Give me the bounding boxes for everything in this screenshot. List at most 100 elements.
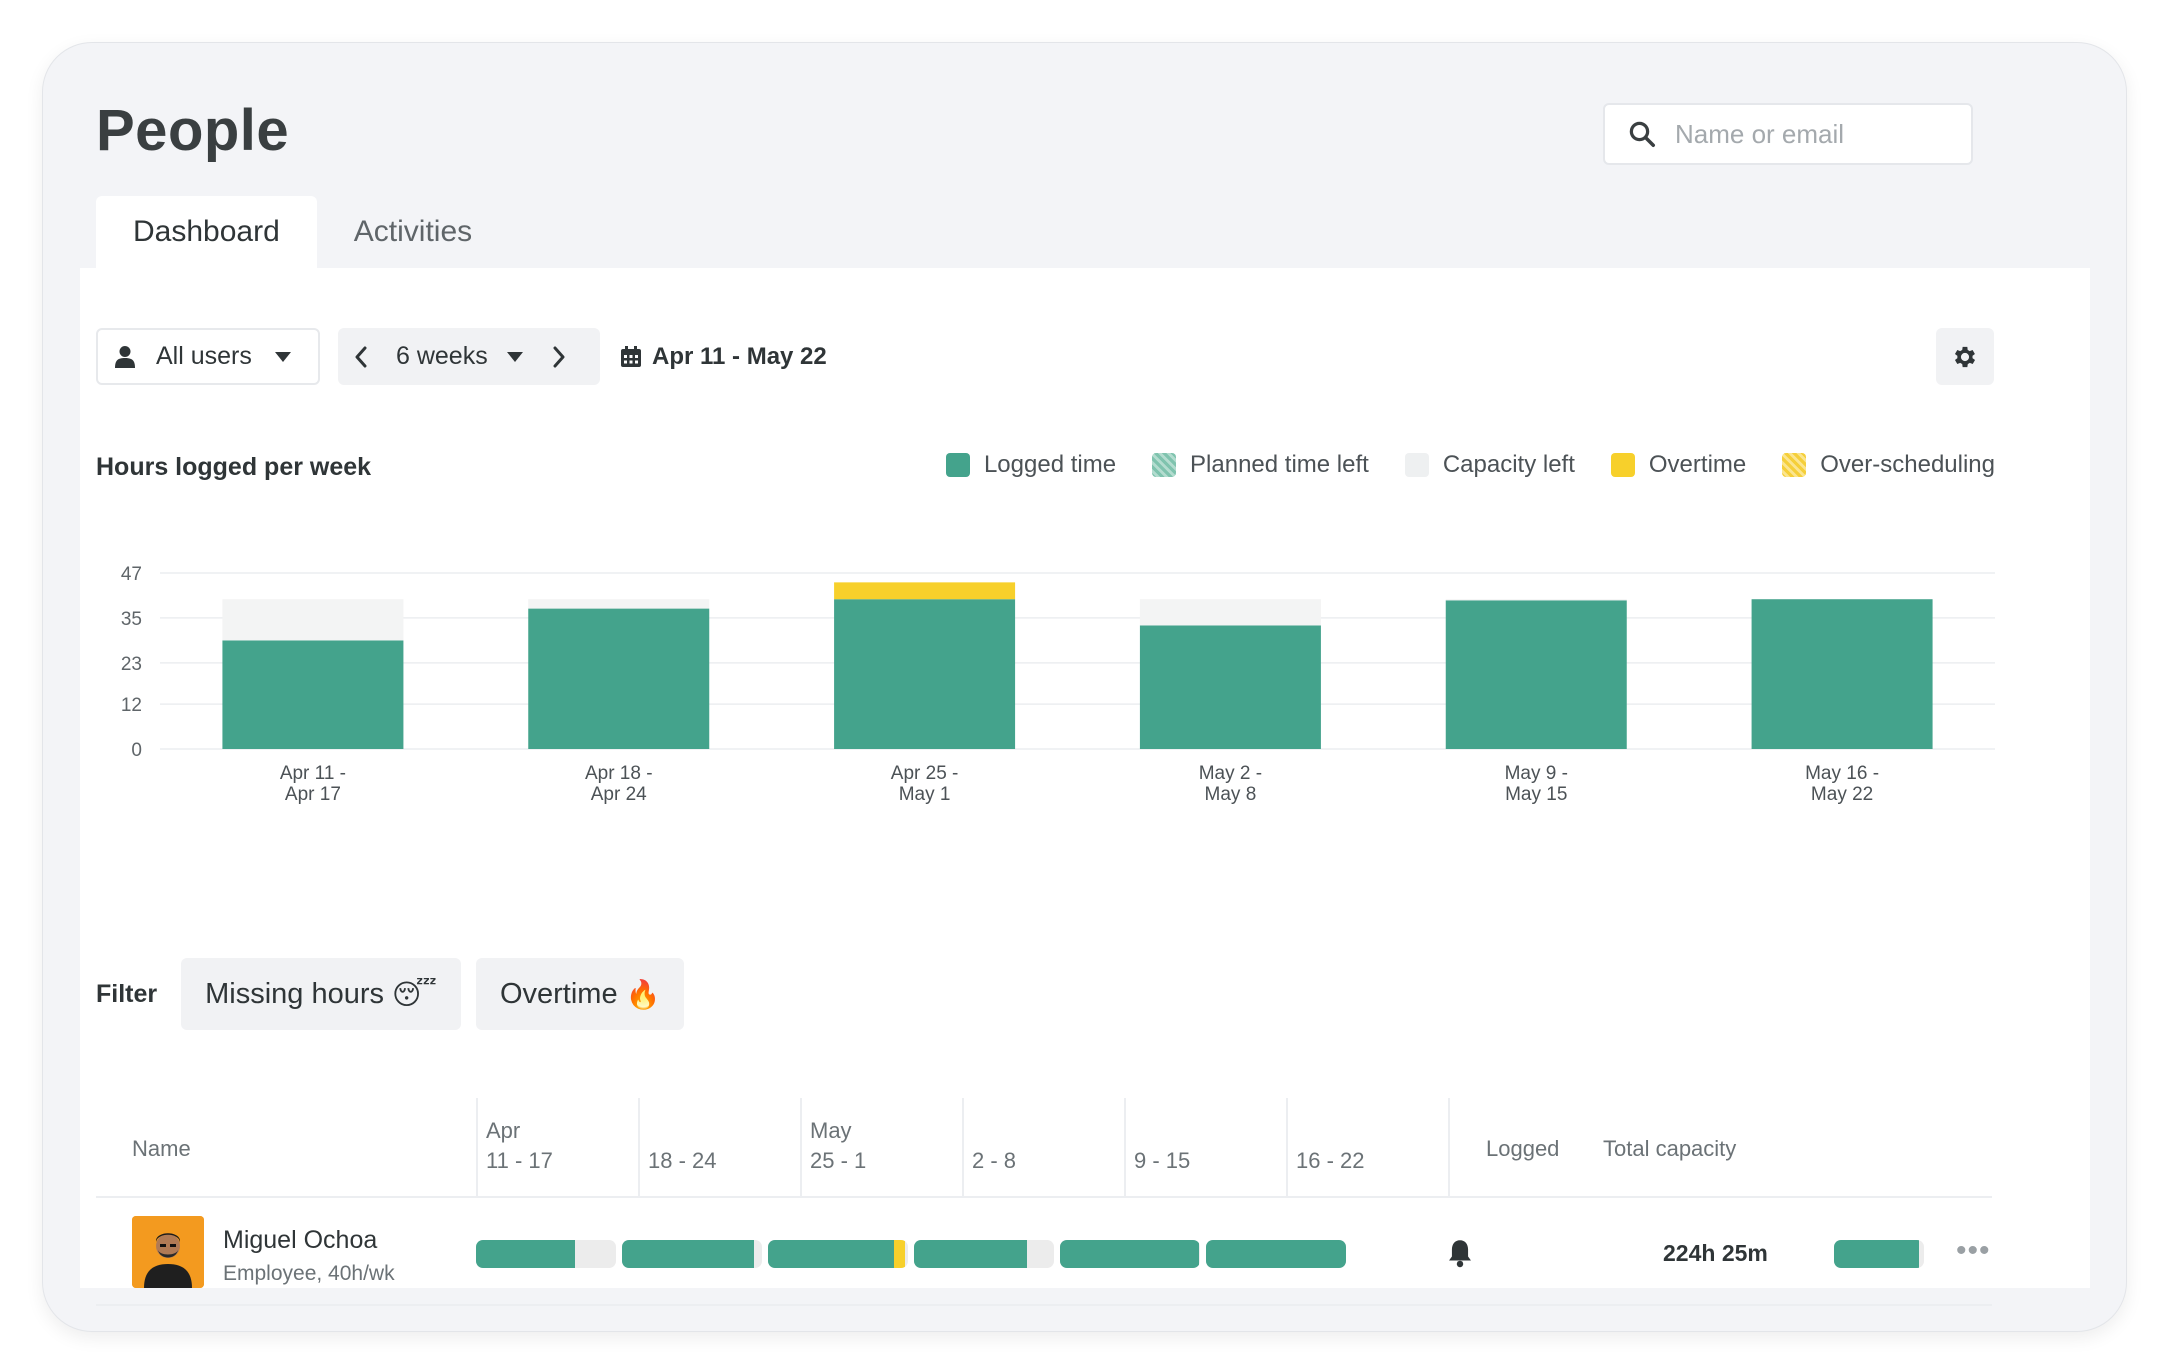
user-name[interactable]: Miguel Ochoa <box>223 1226 378 1254</box>
x-tick-label: Apr 24 <box>591 784 647 805</box>
x-tick-label: Apr 18 - <box>585 763 653 784</box>
legend-overtime: Overtime <box>1610 451 1747 479</box>
week-header-days: 9 - 15 <box>1134 1148 1191 1173</box>
y-tick-label: 47 <box>121 564 142 585</box>
bell-icon[interactable] <box>1446 1238 1474 1268</box>
y-tick-label: 12 <box>121 695 142 716</box>
week-header-days: 11 - 17 <box>486 1148 553 1173</box>
y-tick-label: 0 <box>131 740 142 761</box>
chart-title: Hours logged per week <box>96 453 372 481</box>
legend-swatch <box>1152 453 1177 477</box>
x-tick-label: May 8 <box>1205 784 1257 805</box>
caret-down-icon[interactable] <box>506 351 524 363</box>
week-progress-bar <box>1060 1240 1200 1268</box>
more-options-icon[interactable]: ••• <box>1956 1234 1991 1267</box>
bar-logged-time <box>528 608 710 749</box>
bar-logged-time <box>1139 625 1321 749</box>
week-header-days: 25 - 1 <box>810 1148 867 1173</box>
x-tick-label: May 16 - <box>1805 763 1879 784</box>
search-input[interactable] <box>1675 118 1965 150</box>
x-tick-label: May 9 - <box>1505 763 1568 784</box>
bar-capacity-left <box>1445 599 1627 601</box>
week-header-days: 2 - 8 <box>972 1148 1017 1173</box>
x-tick-label: May 22 <box>1811 784 1873 805</box>
logged-fill <box>914 1240 1028 1268</box>
legend-capacity-left: Capacity left <box>1404 451 1575 479</box>
bar-logged-time <box>1751 599 1933 749</box>
x-tick-label: May 2 - <box>1199 763 1262 784</box>
search-icon <box>1629 121 1655 147</box>
logged-total: 224h 25m <box>1663 1240 1768 1266</box>
legend-label: Planned time left <box>1190 451 1369 478</box>
column-header-name: Name <box>132 1136 191 1161</box>
tab-bar: Dashboard Activities <box>96 196 509 268</box>
tab-activities[interactable]: Activities <box>353 215 473 248</box>
bar-logged-time <box>1445 600 1627 749</box>
bar-capacity-left <box>1139 599 1321 626</box>
week-progress-bar <box>622 1240 762 1268</box>
x-tick-label: Apr 11 - <box>280 763 346 784</box>
range-select-label[interactable]: 6 weeks <box>396 342 488 370</box>
legend-logged-time: Logged time <box>945 451 1117 479</box>
filter-label: Filter <box>96 979 158 1008</box>
gear-icon <box>1954 346 1976 367</box>
bar-capacity-left <box>222 599 404 641</box>
bar-logged-time <box>834 599 1016 749</box>
table-header: Name Apr 11 - 17 18 - 24 May 25 - 1 2 - … <box>96 1098 1992 1198</box>
legend-label: Over-scheduling <box>1820 451 1995 478</box>
overtime-fill <box>894 1240 906 1268</box>
date-range-label: Apr 11 - May 22 <box>652 342 827 370</box>
column-divider <box>962 1098 964 1198</box>
x-tick-label: May 15 <box>1505 784 1567 805</box>
column-divider <box>1286 1098 1288 1198</box>
legend-swatch <box>1404 453 1429 477</box>
column-divider <box>476 1098 478 1198</box>
x-tick-label: May 1 <box>899 784 951 805</box>
x-tick-label: Apr 17 <box>285 784 341 805</box>
search-box[interactable] <box>1603 103 1973 165</box>
chip-label: Overtime <box>499 977 618 1010</box>
filter-chip-overtime[interactable]: Overtime 🔥 <box>475 958 685 1030</box>
week-header-month: Apr <box>486 1118 521 1143</box>
page-title: People <box>96 98 290 163</box>
users-filter-dropdown[interactable]: All users <box>96 328 320 385</box>
week-header-days: 18 - 24 <box>648 1148 717 1173</box>
week-progress-bar <box>476 1240 616 1268</box>
week-progress-bar <box>1206 1240 1346 1268</box>
capacity-fill <box>1834 1240 1919 1268</box>
app-window: People Dashboard Activities All users 6 … <box>42 42 2127 1332</box>
week-header-month: May <box>810 1118 852 1143</box>
caret-down-icon <box>274 351 291 362</box>
date-range[interactable]: Apr 11 - May 22 <box>620 328 827 385</box>
column-header-total-capacity: Total capacity <box>1603 1136 1737 1161</box>
legend-swatch <box>1610 453 1635 477</box>
column-divider <box>800 1098 802 1198</box>
logged-fill <box>476 1240 576 1268</box>
settings-button[interactable] <box>1936 328 1994 385</box>
bar-overtime <box>834 582 1016 600</box>
column-divider <box>1448 1098 1450 1198</box>
table-row[interactable]: Miguel Ochoa Employee, 40h/wk 224h 25m •… <box>96 1200 1992 1306</box>
column-divider <box>638 1098 640 1198</box>
legend-label: Logged time <box>983 451 1117 478</box>
filter-row: Filter Missing hours 😴 Overtime 🔥 <box>96 958 699 1030</box>
legend-label: Capacity left <box>1442 451 1575 478</box>
filter-chip-missing-hours[interactable]: Missing hours 😴 <box>181 958 461 1030</box>
legend-swatch <box>1782 453 1807 477</box>
week-progress-bar <box>768 1240 908 1268</box>
legend-label: Overtime <box>1648 451 1747 478</box>
chevron-left-icon[interactable] <box>354 346 368 368</box>
bar-capacity-left <box>528 599 710 609</box>
logged-fill <box>622 1240 754 1268</box>
users-filter-label: All users <box>156 342 252 370</box>
capacity-progress-bar <box>1834 1240 1924 1268</box>
y-tick-label: 35 <box>121 609 142 630</box>
y-tick-label: 23 <box>121 654 142 675</box>
legend-over-scheduling: Over-scheduling <box>1782 451 1995 479</box>
week-progress-bar <box>914 1240 1054 1268</box>
bar-logged-time <box>222 640 404 749</box>
tab-dashboard[interactable]: Dashboard <box>96 196 317 268</box>
logged-fill <box>1060 1240 1199 1268</box>
chevron-right-icon[interactable] <box>552 346 566 368</box>
x-tick-label: Apr 25 - <box>891 763 959 784</box>
